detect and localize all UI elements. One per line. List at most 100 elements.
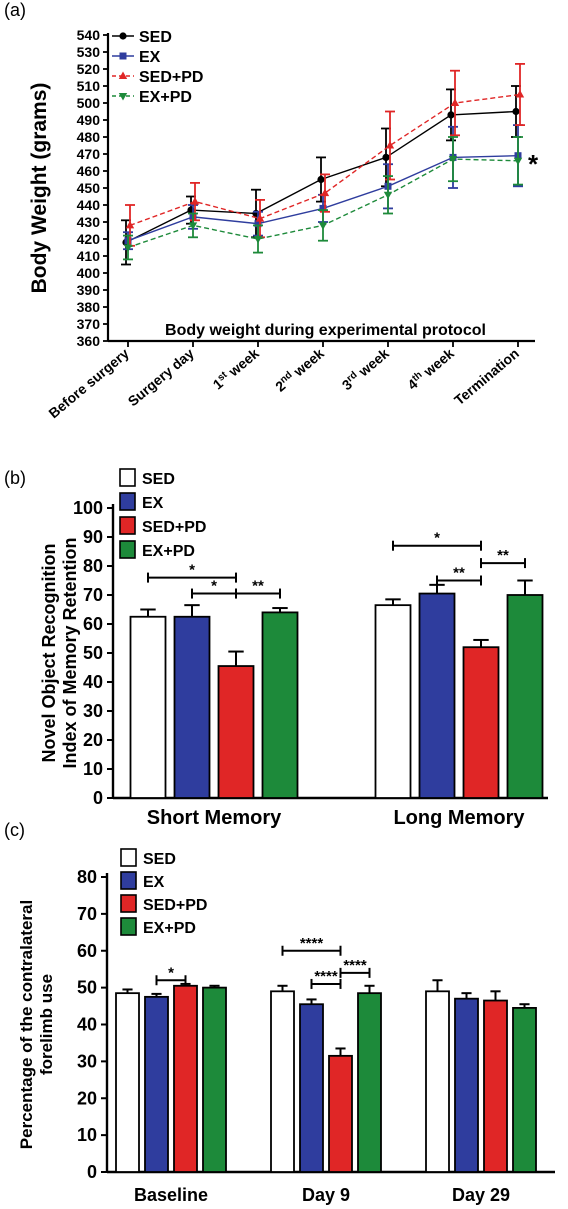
y-tick-label-370: 370 [77,316,101,332]
significance-bracket: ** [480,547,526,569]
legend-marker-ex [119,52,127,60]
panel-letter-b: (b) [4,468,26,488]
y-tick-label-10: 10 [77,1125,97,1145]
significance-bracket: **** [339,957,371,978]
y-tick-label-40: 40 [83,672,103,692]
y-tick-label-70: 70 [83,585,103,605]
data-point-sed-pd-5 [450,98,460,106]
panel-a-line-chart: (a)3603703803904004104204304404504604704… [4,0,539,421]
y-tick-label-480: 480 [77,129,101,145]
legend-label-sed-pd: SED+PD [142,519,206,536]
x-category-label-day-29: Day 29 [452,1185,510,1205]
data-point-ex-pd-0 [123,244,133,252]
data-point-ex-pd-1 [188,222,198,230]
y-tick-label-50: 50 [83,643,103,663]
y-axis-title: Body Weight (grams) [28,83,51,294]
bar-sed-pd-baseline [173,984,198,1173]
x-tick-label-before-surgery: Before surgery [45,345,132,421]
significance-label: **** [343,957,367,974]
legend: SED EX SED+PD EX+PD [119,468,206,560]
data-point-ex-pd-3 [318,222,328,230]
panel-letter-c: (c) [4,820,25,840]
y-tick-label-460: 460 [77,163,101,179]
y-axis-title-line-1: Novel Object Recognition [39,543,59,762]
y-tick-label-40: 40 [77,1015,97,1035]
significance-label: * [434,530,440,547]
significance-bracket: ** [235,578,281,599]
data-point-ex-pd-5 [448,156,458,164]
bar-ex-pd-short-memory [261,611,299,799]
y-axis-title-line-1: Percentage of the contralateral [17,900,36,1149]
chart-annotation: Body weight during experimental protocol [165,322,486,339]
y-tick-label-540: 540 [77,27,101,43]
legend: SED EX SED+PD EX+PD [112,29,203,106]
legend-label-ex: EX [139,49,161,66]
bar-sed-day-9 [270,990,295,1173]
legend-swatch-ex-pd [119,540,136,559]
significance-bracket: * [392,530,482,551]
legend-label-sed-pd: SED+PD [139,69,203,86]
data-point-sed-pd-1 [190,197,200,205]
x-tick-label-3rd-week: 3rd week [338,345,392,394]
data-point-sed-4 [382,153,390,161]
y-tick-label-20: 20 [83,730,103,750]
y-tick-label-70: 70 [77,904,97,924]
significance-bracket: ** [436,565,482,586]
x-tick-label-1st-week: 1st week [209,345,262,393]
y-tick-label-0: 0 [93,788,103,808]
legend-swatch-ex [119,492,136,511]
y-tick-label-30: 30 [83,701,103,721]
y-tick-label-30: 30 [77,1051,97,1071]
legend-label-ex: EX [142,495,164,512]
series-sed-pd [217,638,500,799]
bar-sed-short-memory [129,615,167,799]
x-category-label-baseline: Baseline [134,1185,208,1205]
legend-label-ex-pd: EX+PD [142,543,195,560]
legend-swatch-sed-pd [120,894,137,913]
data-point-ex-3 [319,204,327,212]
legend-swatch-ex-pd [120,917,137,936]
y-axis-title-line-2: Index of Memory Retention [60,537,80,768]
series-ex-pd [123,136,523,261]
y-tick-label-80: 80 [77,867,97,887]
x-tick-label-2nd-week: 2nd week [272,345,327,395]
data-point-ex-pd-2 [253,236,263,244]
legend-label-ex-pd: EX+PD [143,920,196,937]
bar-sed-pd-day-9 [328,1054,353,1173]
significance-label: * [168,964,174,981]
bar-ex-pd-long-memory [506,594,544,799]
bar-sed-day-29 [425,990,450,1173]
data-point-sed-pd-4 [385,141,395,149]
data-point-sed-pd-2 [255,214,265,222]
y-tick-label-90: 90 [83,527,103,547]
x-tick-label-termination: Termination [451,345,522,408]
bar-ex-day-9 [299,1003,324,1173]
y-tick-label-10: 10 [83,759,103,779]
bar-ex-pd-baseline [202,986,227,1173]
significance-bracket: **** [310,968,342,989]
panel-c-bar-chart: (c) 0 10 20 30 40 50 60 70 80 Percentage of the co… [4,820,555,1205]
bar-ex-baseline [144,995,169,1173]
panel-a-letter: (a) [4,0,26,20]
x-tick-label-4th-week: 4th week [404,345,457,393]
significance-bracket: **** [281,935,342,956]
bar-ex-short-memory [173,615,211,799]
bar-sed-long-memory [374,604,412,799]
bar-ex-long-memory [418,592,456,799]
legend-marker-sed-pd [118,71,128,79]
y-tick-label-520: 520 [77,61,101,77]
series-ex-pd [202,984,537,1173]
significance-label: ** [497,547,509,564]
significance-label: ** [453,565,465,582]
y-tick-label-450: 450 [77,180,101,196]
bar-sed-pd-long-memory [462,646,500,799]
series-ex [173,583,456,799]
significance-label: **** [300,935,324,952]
panel-b-bar-chart: (b) 0 10 20 30 40 50 60 70 80 90 100 Novel Object Re… [4,468,548,829]
legend-marker-sed [119,32,127,40]
y-tick-label-390: 390 [77,282,101,298]
significance-bracket: * [191,578,237,599]
data-point-sed-pd-3 [320,188,330,197]
